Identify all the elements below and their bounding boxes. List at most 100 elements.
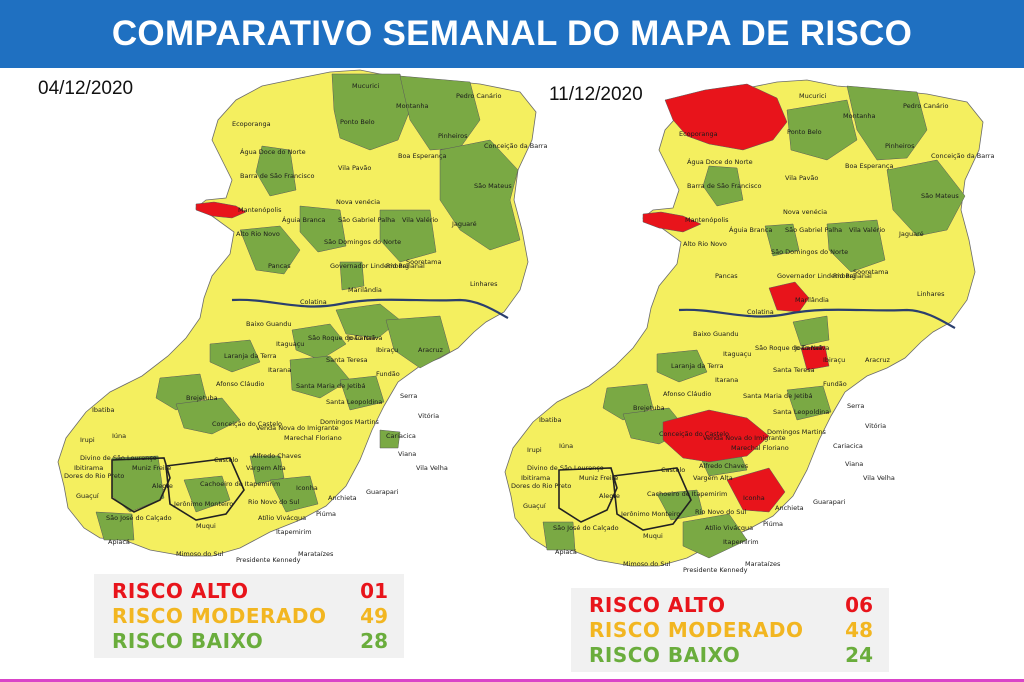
municipality-label: Pinheiros [885, 142, 915, 150]
municipality-label: Governador Lindemberg [777, 272, 856, 280]
municipality-label: Mantenópolis [685, 216, 729, 224]
municipality-label: Pancas [715, 272, 738, 280]
municipality-label: Linhares [917, 290, 945, 298]
municipality-label: Irupi [527, 446, 542, 454]
legend-value: 28 [360, 629, 388, 653]
municipality-label: São Roque do Canaã [308, 334, 375, 342]
municipality-label: Itapemirim [276, 528, 312, 536]
municipality-label: Mantenópolis [238, 206, 282, 214]
municipality-label: Santa Maria de Jetibá [743, 392, 813, 400]
municipality-label: Itapemirim [723, 538, 759, 546]
municipality-label: Apiacá [555, 548, 577, 556]
municipality-label: Linhares [470, 280, 498, 288]
legend-row-moderado: RISCO MODERADO 49 [94, 604, 404, 628]
municipality-label: Laranja da Terra [224, 352, 277, 360]
outline-cachoeiro-left [165, 457, 245, 521]
municipality-label: Afonso Cláudio [216, 380, 264, 388]
municipality-label: São Mateus [474, 182, 512, 190]
municipality-label: Marilândia [348, 286, 382, 294]
legend-left: RISCO ALTO 01 RISCO MODERADO 49 RISCO BA… [94, 574, 404, 658]
municipality-label: Ibatiba [92, 406, 115, 414]
municipality-label: Ibiraçu [823, 356, 845, 364]
municipality-label: Mucurici [799, 92, 826, 100]
municipality-label: Boa Esperança [398, 152, 446, 160]
municipality-label: São Domingos do Norte [771, 248, 848, 256]
legend-row-moderado: RISCO MODERADO 48 [571, 618, 889, 642]
map-0412: Mucurici Montanha Pedro Canário Ecoporanga P… [57, 69, 547, 564]
municipality-label: Brejetuba [186, 394, 218, 402]
municipality-label: João Neiva [794, 344, 829, 352]
municipality-label: Rio Bananal [386, 262, 425, 270]
municipality-label: São Mateus [921, 192, 959, 200]
municipality-label: Apiacá [108, 538, 130, 546]
municipality-label: Muniz Freire [132, 464, 171, 472]
municipality-label: Irupi [80, 436, 95, 444]
legend-label: RISCO ALTO [112, 579, 249, 603]
municipality-label: Atílio Vivácqua [258, 514, 306, 522]
municipality-label: Água Doce do Norte [687, 157, 753, 166]
municipality-label: Presidente Kennedy [683, 566, 748, 574]
rio-doce-left [231, 298, 509, 319]
bottom-rule [0, 679, 1024, 682]
date-left: 04/12/2020 [38, 78, 134, 99]
municipality-label: Ecoporanga [232, 120, 271, 128]
rio-doce-right [678, 308, 956, 329]
municipality-label: Anchieta [328, 494, 357, 502]
municipality-label: Brejetuba [633, 404, 665, 412]
municipality-label: Barra de São Francisco [687, 182, 761, 190]
municipality-label: Mimoso do Sul [623, 560, 671, 568]
municipality-label: Montanha [843, 112, 875, 120]
municipality-label: Mucurici [352, 82, 379, 90]
legend-value: 48 [845, 618, 873, 642]
municipality-label: Laranja da Terra [671, 362, 724, 370]
municipality-label: Iúna [112, 432, 126, 440]
legend-value: 24 [845, 643, 873, 667]
municipality-label: Atílio Vivácqua [705, 524, 753, 532]
municipality-label: Divino de São Lourenço [527, 464, 604, 472]
outline-cachoeiro-right [612, 467, 692, 531]
municipality-label: Castelo [661, 466, 685, 474]
legend-label: RISCO BAIXO [589, 643, 741, 667]
municipality-label: Ibitirama [74, 464, 103, 472]
municipality-label: Cachoeiro de Itapemirim [200, 480, 280, 488]
municipality-label: Itaguaçu [723, 350, 751, 358]
municipality-label: Nova venécia [336, 198, 380, 206]
municipality-label: Itaguaçu [276, 340, 304, 348]
municipality-label: Guarapari [813, 498, 846, 506]
municipality-label: Barra de São Francisco [240, 172, 314, 180]
municipality-label: Anchieta [775, 504, 804, 512]
municipality-label: Vila Velha [863, 474, 895, 482]
outline-alegre-right [558, 467, 618, 523]
municipality-label: Marechal Floriano [731, 444, 789, 452]
municipality-label: Dores do Rio Preto [511, 482, 571, 490]
municipality-label: São José do Calçado [106, 514, 172, 522]
municipality-label: Santa Leopoldina [773, 408, 829, 416]
legend-row-baixo: RISCO BAIXO 28 [94, 629, 404, 653]
municipality-label: Marataízes [298, 550, 334, 558]
municipality-label: Cariacica [386, 432, 416, 440]
low-risk-areas-right [542, 85, 966, 559]
municipality-label: Guaçuí [76, 492, 99, 500]
municipality-label: Santa Leopoldina [326, 398, 382, 406]
high-risk-mantenopolis-left [195, 201, 247, 219]
legend-right: RISCO ALTO 06 RISCO MODERADO 48 RISCO BA… [571, 588, 889, 672]
municipality-label: Ibitirama [521, 474, 550, 482]
municipality-label: Vila Velha [416, 464, 448, 472]
municipality-label: Dores do Rio Preto [64, 472, 124, 480]
municipality-label: Conceição do Castelo [212, 420, 282, 428]
municipality-label: Guaçuí [523, 502, 546, 510]
municipality-label: Vitória [418, 412, 439, 420]
municipality-label: Domingos Martins [320, 418, 380, 426]
legend-row-baixo: RISCO BAIXO 24 [571, 643, 889, 667]
municipality-label: Águia Branca [729, 225, 772, 234]
municipality-label: Domingos Martins [767, 428, 827, 436]
municipality-label: Marechal Floriano [284, 434, 342, 442]
municipality-label: Vila Valério [402, 216, 438, 224]
municipality-label: Colatina [300, 298, 327, 306]
municipality-label: Itarana [268, 366, 291, 374]
municipality-label: Piúma [763, 520, 783, 528]
legend-row-alto: RISCO ALTO 06 [571, 593, 889, 617]
map-1112: Mucurici Montanha Pedro Canário Ecoporanga P… [504, 79, 994, 574]
map-labels-left: Mucurici Montanha Pedro Canário Ecoporanga P… [64, 82, 547, 564]
